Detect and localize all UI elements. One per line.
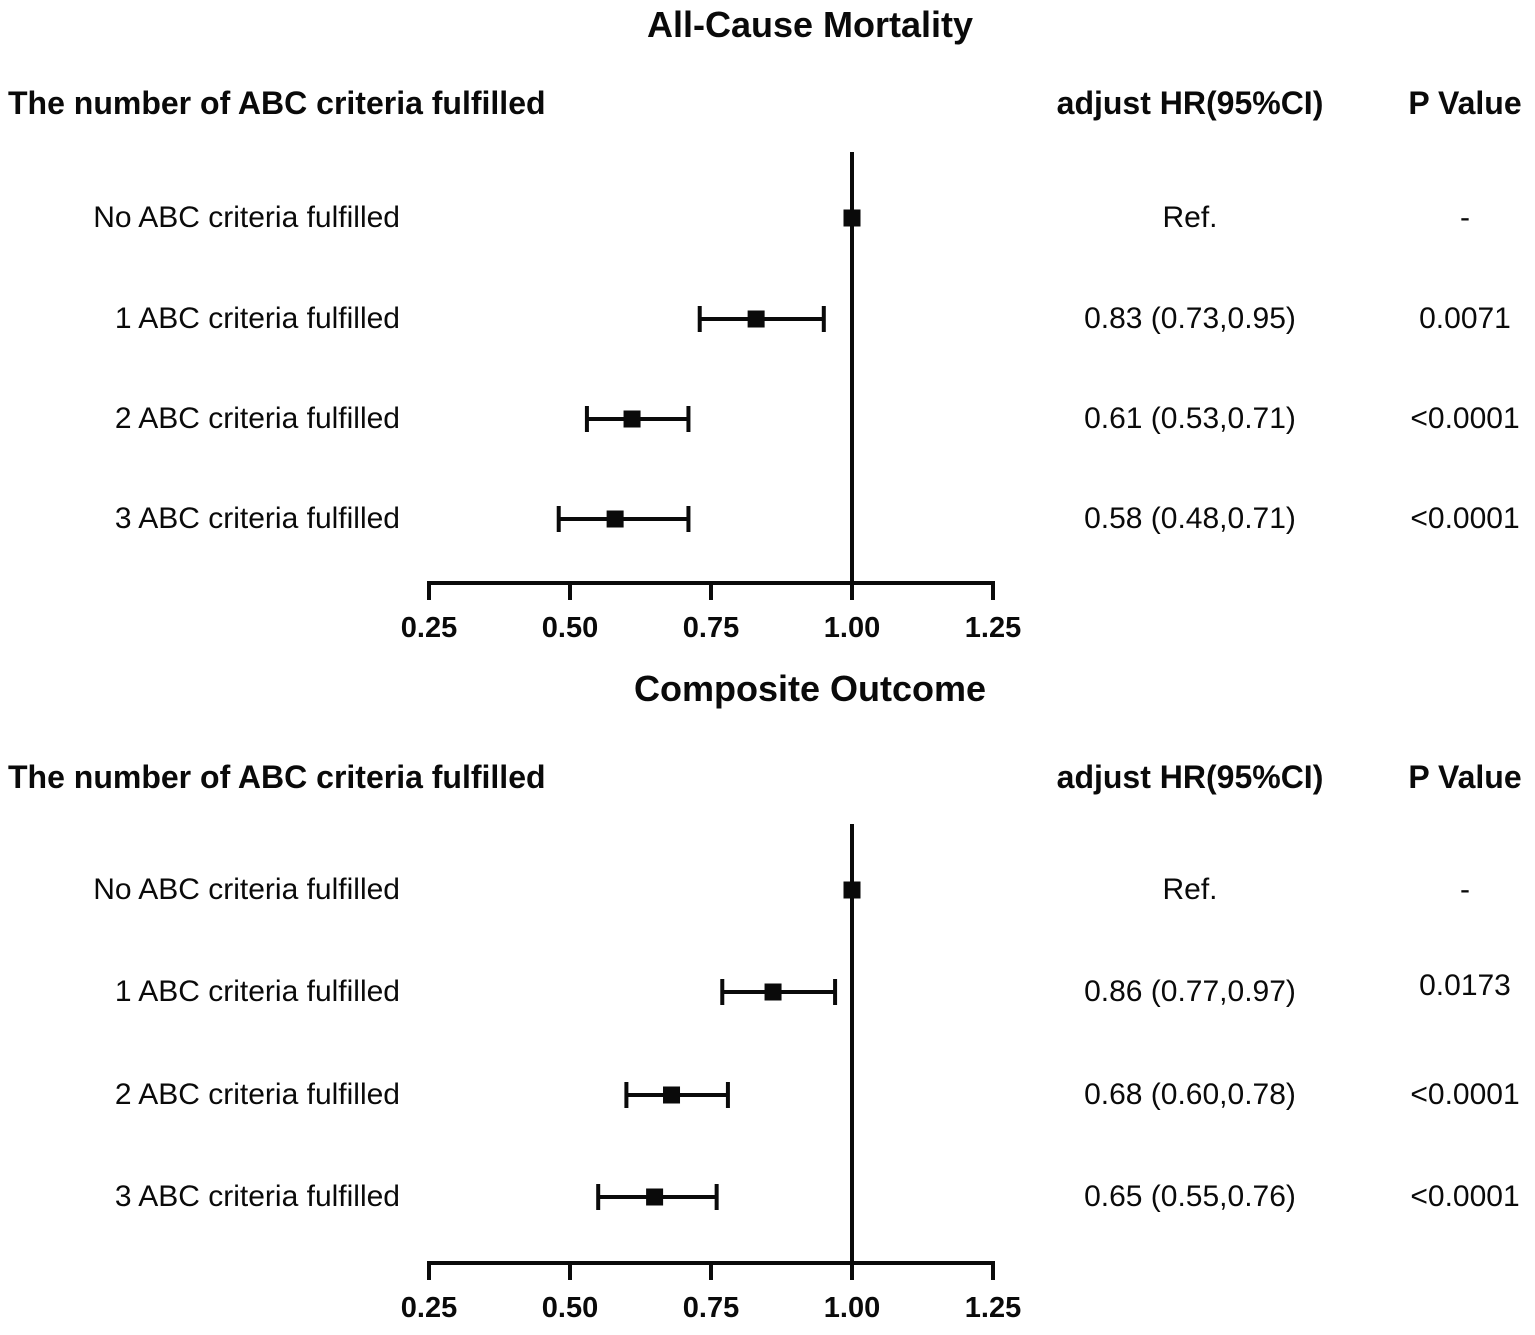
row-p-value: 0.0173	[1419, 969, 1511, 1002]
x-axis-tick-label: 1.25	[965, 612, 1021, 644]
row-label: No ABC criteria fulfilled	[93, 201, 400, 234]
hr-column-header: adjust HR(95%CI)	[1056, 85, 1324, 121]
row-p-value: <0.0001	[1410, 1180, 1520, 1213]
panel-title: All-Cause Mortality	[646, 4, 974, 45]
row-label: 3 ABC criteria fulfilled	[114, 1180, 400, 1213]
row-label: No ABC criteria fulfilled	[93, 873, 400, 906]
x-axis-tick-label: 1.00	[824, 1292, 880, 1324]
estimate-marker	[843, 881, 861, 899]
row-hr-value: 0.83 (0.73,0.95)	[1084, 302, 1296, 335]
x-axis-tick-label: 0.50	[542, 1292, 598, 1324]
p-value-column-header: P Value	[1408, 85, 1522, 121]
estimate-marker	[764, 983, 782, 1001]
row-p-value: <0.0001	[1410, 1078, 1520, 1111]
p-value-column-header: P Value	[1408, 759, 1522, 795]
row-label: 1 ABC criteria fulfilled	[114, 975, 400, 1008]
row-p-value: <0.0001	[1410, 402, 1520, 435]
x-axis-tick-label: 1.00	[824, 612, 880, 644]
x-axis-tick-label: 1.25	[965, 1292, 1021, 1324]
estimate-marker	[663, 1086, 681, 1104]
row-label-column-header: The number of ABC criteria fulfilled	[8, 759, 546, 795]
hr-column-header: adjust HR(95%CI)	[1056, 759, 1324, 795]
row-label-column-header: The number of ABC criteria fulfilled	[8, 85, 546, 121]
row-hr-value: 0.68 (0.60,0.78)	[1084, 1078, 1296, 1111]
row-label: 2 ABC criteria fulfilled	[114, 402, 400, 435]
row-hr-value: 0.65 (0.55,0.76)	[1084, 1180, 1296, 1213]
estimate-marker	[747, 310, 765, 328]
row-hr-value: 0.86 (0.77,0.97)	[1084, 975, 1296, 1008]
row-hr-value: 0.61 (0.53,0.71)	[1084, 402, 1296, 435]
estimate-marker	[606, 510, 624, 528]
x-axis-tick-label: 0.75	[683, 612, 739, 644]
panel-title: Composite Outcome	[633, 668, 987, 709]
estimate-marker	[843, 209, 861, 227]
row-label: 2 ABC criteria fulfilled	[114, 1078, 400, 1111]
row-hr-value: Ref.	[1162, 873, 1218, 906]
row-hr-value: Ref.	[1162, 201, 1218, 234]
row-p-value: -	[1460, 873, 1470, 906]
row-p-value: -	[1460, 201, 1470, 234]
row-label: 1 ABC criteria fulfilled	[114, 302, 400, 335]
row-p-value: <0.0001	[1410, 502, 1520, 535]
row-hr-value: 0.58 (0.48,0.71)	[1084, 502, 1296, 535]
x-axis-tick-label: 0.25	[401, 1292, 457, 1324]
row-label: 3 ABC criteria fulfilled	[114, 502, 400, 535]
x-axis-tick-label: 0.75	[683, 1292, 739, 1324]
estimate-marker	[646, 1188, 664, 1206]
row-p-value: 0.0071	[1419, 302, 1511, 335]
x-axis-tick-label: 0.25	[401, 612, 457, 644]
estimate-marker	[623, 410, 641, 428]
x-axis-tick-label: 0.50	[542, 612, 598, 644]
